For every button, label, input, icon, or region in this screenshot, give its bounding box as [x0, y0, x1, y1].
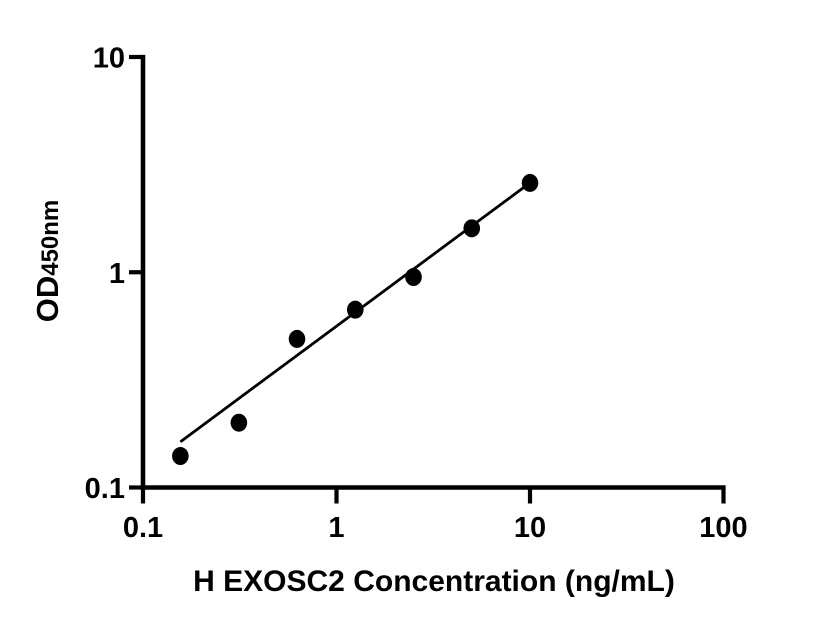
- data-point: [346, 300, 364, 319]
- data-point: [172, 447, 189, 466]
- data-point: [405, 268, 422, 287]
- y-axis-title-sub: 450nm: [37, 199, 64, 276]
- x-tick-label: 10: [514, 512, 546, 544]
- data-point: [521, 173, 539, 192]
- x-tick-label: 100: [699, 512, 747, 544]
- y-tick-label: 10: [93, 43, 125, 75]
- y-axis-title-main: OD: [30, 275, 65, 323]
- x-tick-label: 1: [328, 512, 344, 544]
- y-tick-label: 0.1: [85, 473, 125, 505]
- y-axis-title: OD450nm: [30, 200, 66, 323]
- data-point: [463, 219, 481, 238]
- y-tick-label: 1: [109, 258, 125, 290]
- x-tick-label: 0.1: [123, 512, 163, 544]
- data-point: [230, 413, 248, 432]
- data-point: [288, 329, 306, 348]
- x-axis-title: H EXOSC2 Concentration (ng/mL): [193, 565, 675, 598]
